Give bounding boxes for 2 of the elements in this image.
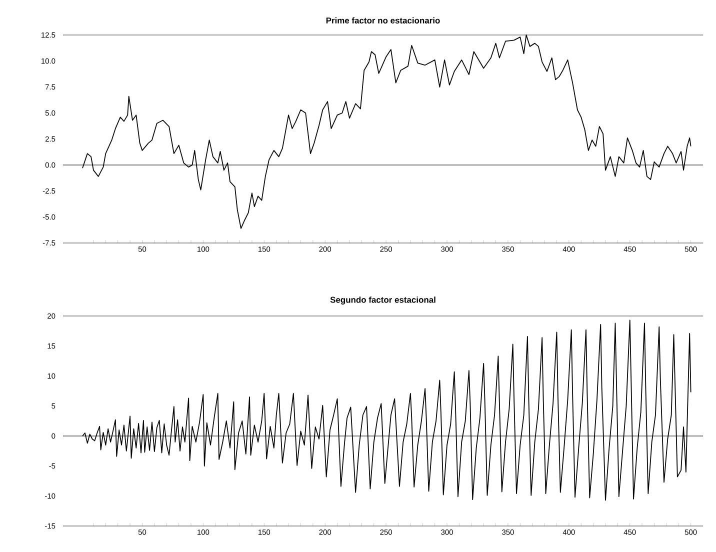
chart-title: Prime factor no estacionario bbox=[326, 17, 440, 24]
chart-title: Segundo factor estacional bbox=[330, 296, 436, 304]
